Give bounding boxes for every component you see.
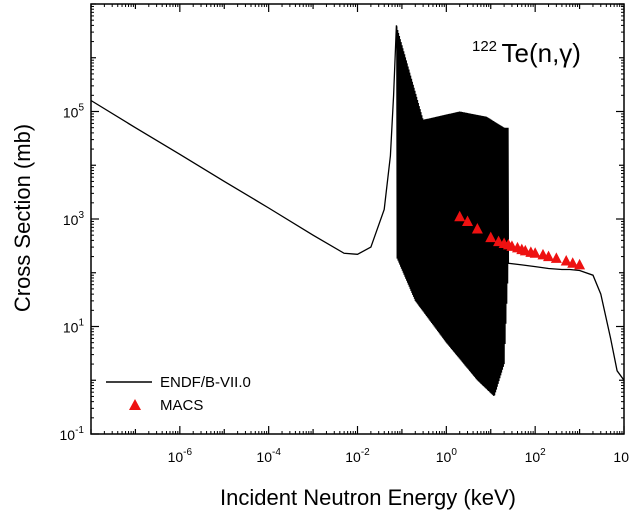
legend-label-macs: MACS bbox=[160, 397, 203, 414]
legend-label-endf: ENDF/B-VII.0 bbox=[160, 374, 251, 391]
macs-data-point bbox=[550, 252, 562, 263]
tick-labels: 10-6 10-4 10-2 100 102 104 10-1 101 103 105 bbox=[60, 103, 629, 466]
series-line-endf bbox=[90, 25, 625, 397]
annotation-mass-number: 122 bbox=[472, 38, 497, 55]
x-tick-label: 104 bbox=[613, 447, 629, 465]
y-axis-title: Cross Section (mb) bbox=[10, 124, 35, 312]
macs-data-point bbox=[567, 257, 579, 268]
macs-data-point bbox=[485, 231, 497, 243]
y-tick-label: 103 bbox=[63, 210, 85, 228]
reaction-annotation: 122 Te(n,γ) bbox=[472, 38, 581, 68]
macs-data-point bbox=[574, 258, 586, 270]
macs-data-point bbox=[454, 210, 466, 222]
x-tick-label: 102 bbox=[525, 447, 547, 465]
annotation-reaction: Te(n,γ) bbox=[501, 38, 580, 68]
series-markers-macs bbox=[454, 210, 586, 270]
macs-data-point bbox=[543, 250, 555, 262]
x-tick-label: 10-4 bbox=[256, 447, 281, 465]
plot-frame bbox=[90, 3, 625, 435]
x-tick-label: 10-6 bbox=[168, 447, 193, 465]
macs-data-point bbox=[462, 215, 474, 226]
macs-data-point bbox=[560, 255, 572, 266]
x-tick-label: 100 bbox=[436, 447, 458, 465]
endf-curve-path bbox=[90, 25, 625, 397]
x-tick-label: 10-2 bbox=[345, 447, 370, 465]
axes bbox=[90, 3, 625, 435]
macs-data-point bbox=[471, 223, 483, 234]
y-tick-label: 10-1 bbox=[60, 425, 85, 443]
legend-triangle-marker bbox=[129, 399, 141, 410]
y-tick-label: 105 bbox=[63, 103, 85, 121]
legend: ENDF/B-VII.0 MACS bbox=[106, 374, 251, 414]
y-tick-label: 101 bbox=[63, 318, 85, 336]
x-axis-title: Incident Neutron Energy (keV) bbox=[220, 485, 516, 510]
macs-data-point bbox=[529, 247, 541, 258]
